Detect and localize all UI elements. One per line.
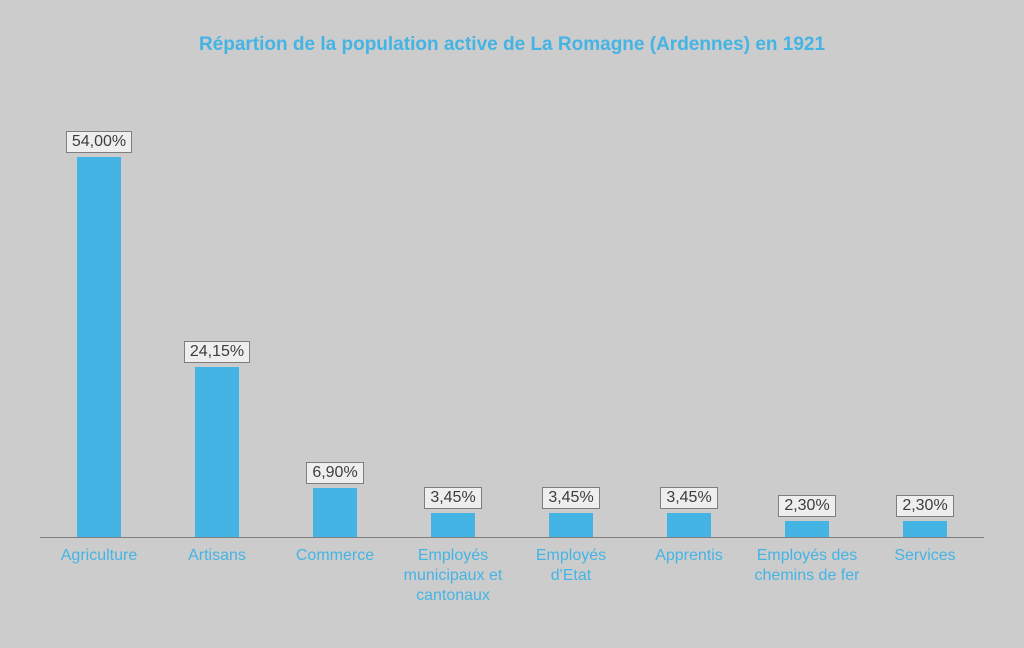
value-label: 2,30% [778,495,835,517]
bar [431,513,475,537]
bars-row: 54,00% 24,15% 6,90% 3,45% 3,45% 3,45% [40,120,984,537]
bar [313,488,357,537]
bar-col: 2,30% [748,120,866,537]
value-label: 3,45% [542,487,599,509]
bar [667,513,711,537]
plot-area: 54,00% 24,15% 6,90% 3,45% 3,45% 3,45% [40,120,984,538]
bar-col: 2,30% [866,120,984,537]
bar [77,157,121,537]
value-label: 2,30% [896,495,953,517]
bar-col: 24,15% [158,120,276,537]
value-label: 54,00% [66,131,132,153]
chart-title: Répartion de la population active de La … [0,34,1024,56]
bar [903,521,947,537]
category-label: Employés des chemins de fer [748,540,866,648]
value-label: 3,45% [660,487,717,509]
category-label: Agriculture [40,540,158,648]
bar-col: 3,45% [512,120,630,537]
bar-col: 3,45% [394,120,512,537]
value-label: 3,45% [424,487,481,509]
value-label: 24,15% [184,341,250,363]
category-label: Apprentis [630,540,748,648]
bar-col: 6,90% [276,120,394,537]
bar [785,521,829,537]
category-label: Artisans [158,540,276,648]
category-label: Employés d'Etat [512,540,630,648]
bar [549,513,593,537]
category-label: Services [866,540,984,648]
bar-col: 3,45% [630,120,748,537]
category-label: Commerce [276,540,394,648]
bar [195,367,239,537]
category-label: Employés municipaux et cantonaux [394,540,512,648]
bar-col: 54,00% [40,120,158,537]
value-label: 6,90% [306,462,363,484]
category-labels-row: Agriculture Artisans Commerce Employés m… [40,540,984,648]
population-bar-chart: Répartion de la population active de La … [0,0,1024,648]
